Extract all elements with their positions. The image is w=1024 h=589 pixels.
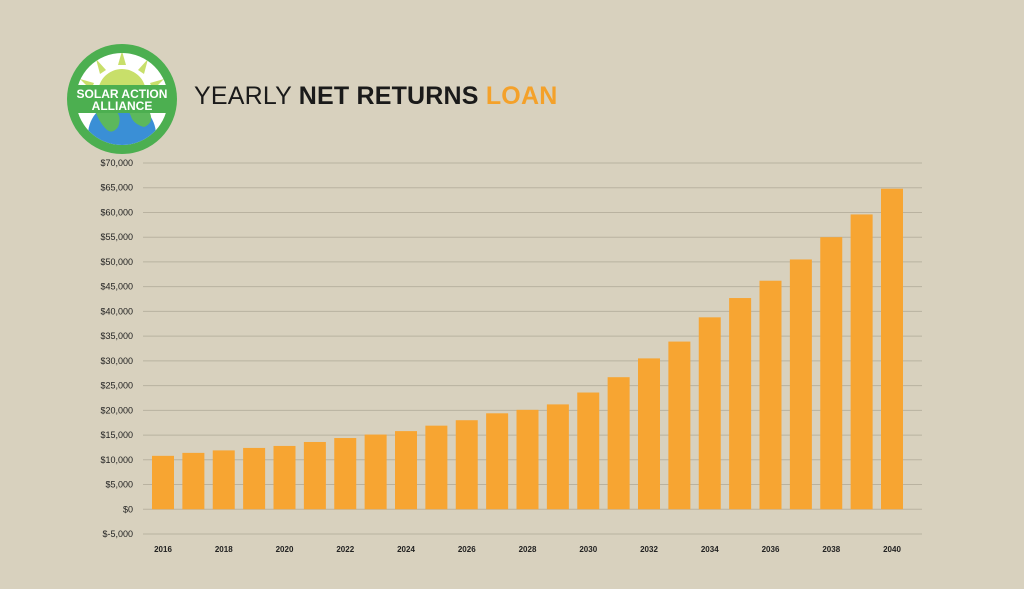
bar-2038 <box>820 237 843 510</box>
y-tick-label: $35,000 <box>100 331 133 341</box>
bar-2016 <box>152 455 174 510</box>
bar-2025 <box>425 425 448 510</box>
x-axis-ticks: 2016 2018 2020 2022 2024 2026 2028 2030 2032 2034… <box>154 545 901 554</box>
logo-text-line2: ALLIANCE <box>92 99 153 113</box>
x-tick-label: 2034 <box>701 545 719 554</box>
y-tick-label: $70,000 <box>100 158 133 168</box>
bar-2031 <box>607 377 630 510</box>
bar-2019 <box>243 447 266 510</box>
x-tick-label: 2016 <box>154 545 172 554</box>
x-tick-label: 2020 <box>276 545 294 554</box>
bar-2023 <box>364 434 387 510</box>
bar-2022 <box>334 438 357 510</box>
y-tick-label: $55,000 <box>100 232 133 242</box>
y-tick-label: $-5,000 <box>102 529 133 539</box>
y-tick-label: $5,000 <box>105 480 133 490</box>
bar-2021 <box>303 441 326 510</box>
chart-title: YEARLY NET RETURNS LOAN <box>194 82 557 111</box>
x-tick-label: 2028 <box>519 545 537 554</box>
y-tick-label: $50,000 <box>100 257 133 267</box>
bar-2024 <box>395 431 417 510</box>
x-tick-label: 2032 <box>640 545 658 554</box>
bar-2040 <box>881 188 903 510</box>
y-tick-label: $15,000 <box>100 430 133 440</box>
y-tick-label: $0 <box>123 504 133 514</box>
title-part-3: LOAN <box>478 82 558 110</box>
bar-2029 <box>546 404 569 510</box>
solar-action-alliance-logo: SOLAR ACTION ALLIANCE <box>67 44 177 154</box>
bar-2037 <box>789 259 812 510</box>
x-tick-label: 2026 <box>458 545 476 554</box>
y-tick-label: $45,000 <box>100 282 133 292</box>
bar-2028 <box>516 409 539 510</box>
title-part-2: NET RETURNS <box>298 82 479 110</box>
y-tick-label: $60,000 <box>100 207 133 217</box>
y-axis-ticks: $-5,000 $0 $5,000 $10,000 $15,000 $20,000 $25,… <box>100 158 133 539</box>
x-tick-label: 2030 <box>579 545 597 554</box>
x-tick-label: 2038 <box>822 545 840 554</box>
y-tick-label: $65,000 <box>100 183 133 193</box>
bar-2034 <box>698 317 721 510</box>
title-part-1: YEARLY <box>194 82 299 110</box>
bars <box>152 188 903 510</box>
x-tick-label: 2022 <box>336 545 354 554</box>
x-tick-label: 2024 <box>397 545 415 554</box>
x-tick-label: 2018 <box>215 545 233 554</box>
bar-2018 <box>212 450 235 510</box>
y-tick-label: $25,000 <box>100 381 133 391</box>
bar-2033 <box>668 341 691 510</box>
y-tick-label: $30,000 <box>100 356 133 366</box>
x-tick-label: 2040 <box>883 545 901 554</box>
bar-2030 <box>577 392 600 510</box>
bar-2035 <box>729 298 752 510</box>
bar-2026 <box>455 420 478 510</box>
logo-text-line1: SOLAR ACTION <box>77 87 168 101</box>
x-tick-label: 2036 <box>762 545 780 554</box>
y-tick-label: $10,000 <box>100 455 133 465</box>
y-tick-label: $20,000 <box>100 405 133 415</box>
bar-2020 <box>273 445 296 510</box>
bar-2027 <box>486 413 509 510</box>
bar-2017 <box>182 452 205 510</box>
bar-2039 <box>850 214 873 510</box>
y-tick-label: $40,000 <box>100 306 133 316</box>
bar-2036 <box>759 280 782 510</box>
bar-2032 <box>638 358 660 510</box>
